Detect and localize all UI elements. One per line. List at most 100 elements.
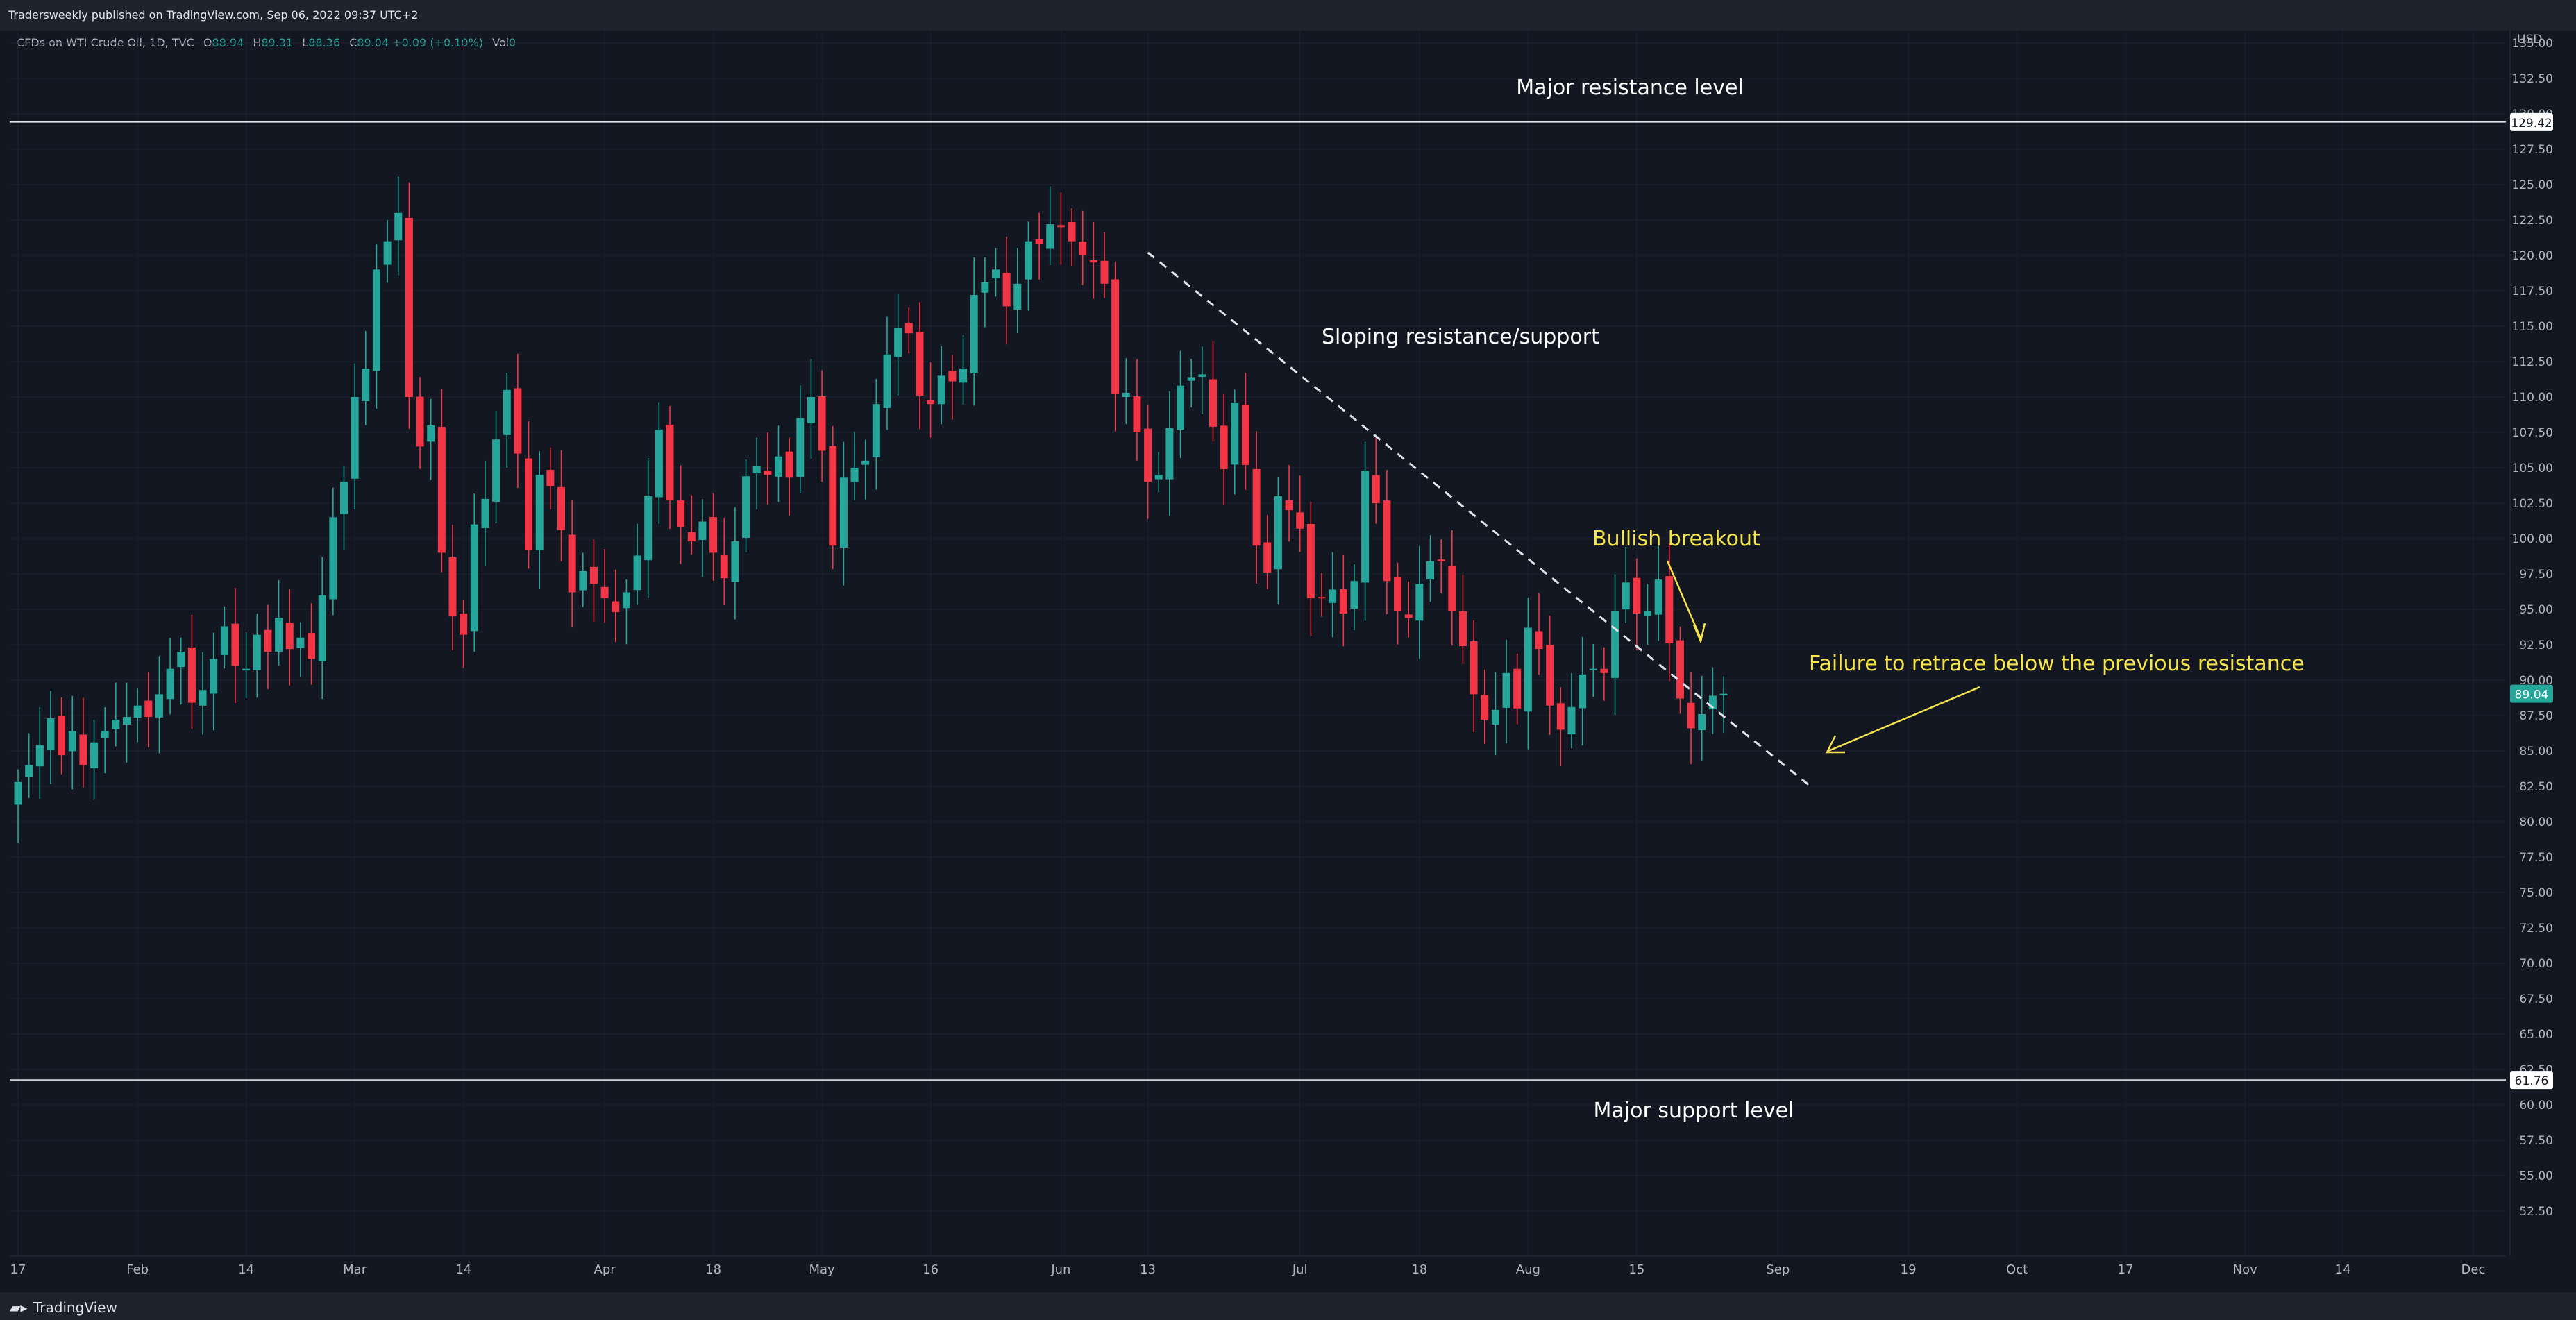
candle-body[interactable] [481,498,489,528]
candle-body[interactable] [1306,523,1315,598]
candle[interactable] [731,507,739,620]
candle[interactable] [1296,475,1304,552]
candle[interactable] [1394,562,1402,645]
candle[interactable] [470,493,478,652]
candle-body[interactable] [677,500,685,527]
candle[interactable] [1524,598,1532,750]
candle[interactable] [1079,210,1087,285]
price-axis[interactable]: USD52.5055.0057.5060.0062.5065.0067.5070… [2509,31,2576,1256]
candle-body[interactable] [1513,668,1522,709]
candle[interactable] [752,437,761,510]
candle-body[interactable] [1404,614,1413,618]
candle-body[interactable] [557,486,565,530]
candle[interactable] [253,614,261,698]
candle-body[interactable] [927,400,935,405]
candle[interactable] [112,682,120,747]
candle[interactable] [68,695,76,790]
candle[interactable] [1383,470,1391,615]
candle[interactable] [861,439,870,500]
candle-body[interactable] [796,418,805,477]
candle-body[interactable] [872,404,880,457]
candle-body[interactable] [1361,471,1370,583]
candle[interactable] [1133,359,1141,461]
candle-body[interactable] [177,652,185,668]
candle-body[interactable] [1556,703,1565,730]
candle-body[interactable] [785,451,793,478]
candle-body[interactable] [1046,224,1054,249]
candle-body[interactable] [1676,640,1684,699]
candle-body[interactable] [1698,713,1706,731]
candle[interactable] [1546,615,1554,735]
candle[interactable] [1361,441,1370,621]
candle-body[interactable] [503,389,511,435]
candle-body[interactable] [546,470,555,486]
candle[interactable] [970,257,978,406]
candle-body[interactable] [362,369,370,401]
candle-body[interactable] [1013,283,1022,310]
candle-body[interactable] [1144,428,1152,482]
candle-body[interactable] [448,557,457,617]
candle-body[interactable] [1524,627,1532,712]
candle[interactable] [1404,581,1413,638]
candle[interactable] [764,432,772,505]
candle[interactable] [904,307,913,354]
candle[interactable] [144,672,153,747]
candle-body[interactable] [1165,428,1174,480]
candle[interactable] [383,220,392,283]
candle[interactable] [1220,394,1228,506]
candle[interactable] [633,523,641,605]
candle-body[interactable] [1231,403,1239,465]
candle-body[interactable] [253,634,261,670]
candle-body[interactable] [861,460,870,465]
candle-body[interactable] [79,734,87,765]
candle[interactable] [709,493,718,581]
candle[interactable] [1046,186,1054,266]
candle-body[interactable] [437,427,446,553]
candle-body[interactable] [1241,405,1249,465]
candle-body[interactable] [807,397,815,423]
candle-body[interactable] [1426,561,1434,579]
candle[interactable] [1089,221,1097,299]
candle[interactable] [1415,545,1424,659]
candle-body[interactable] [155,694,163,718]
candle[interactable] [1458,575,1467,664]
candle[interactable] [25,733,33,799]
candle[interactable] [1339,555,1347,647]
candle[interactable] [275,580,283,666]
candle[interactable] [622,579,630,645]
candle-body[interactable] [1024,241,1032,280]
candle-body[interactable] [1633,577,1641,614]
candle-body[interactable] [1383,500,1391,582]
candle[interactable] [1589,644,1597,697]
candle[interactable] [101,707,109,774]
footer-brand[interactable]: TradingView [33,1299,117,1316]
candle[interactable] [959,335,968,405]
candle[interactable] [318,557,326,699]
candle-body[interactable] [383,241,392,265]
candle-body[interactable] [1198,374,1206,378]
candle[interactable] [1187,359,1195,407]
candle[interactable] [1013,248,1022,333]
candle-body[interactable] [25,765,33,777]
candle[interactable] [1068,208,1076,267]
candle-body[interactable] [14,781,22,805]
candle-body[interactable] [1350,581,1358,609]
candle[interactable] [839,441,848,586]
candle-body[interactable] [1274,496,1282,570]
candle[interactable] [1579,636,1587,746]
candle[interactable] [492,411,500,523]
candle-body[interactable] [937,375,945,405]
candle[interactable] [503,373,511,468]
candle-body[interactable] [644,496,653,561]
candle-body[interactable] [1252,468,1261,546]
candle-body[interactable] [1502,672,1510,708]
candle-body[interactable] [818,396,826,451]
candle[interactable] [231,588,239,704]
candle-body[interactable] [199,690,207,706]
candle[interactable] [535,451,544,589]
candle[interactable] [1437,539,1445,593]
candle-body[interactable] [1470,641,1478,695]
candle[interactable] [742,459,750,552]
candle[interactable] [481,460,489,567]
